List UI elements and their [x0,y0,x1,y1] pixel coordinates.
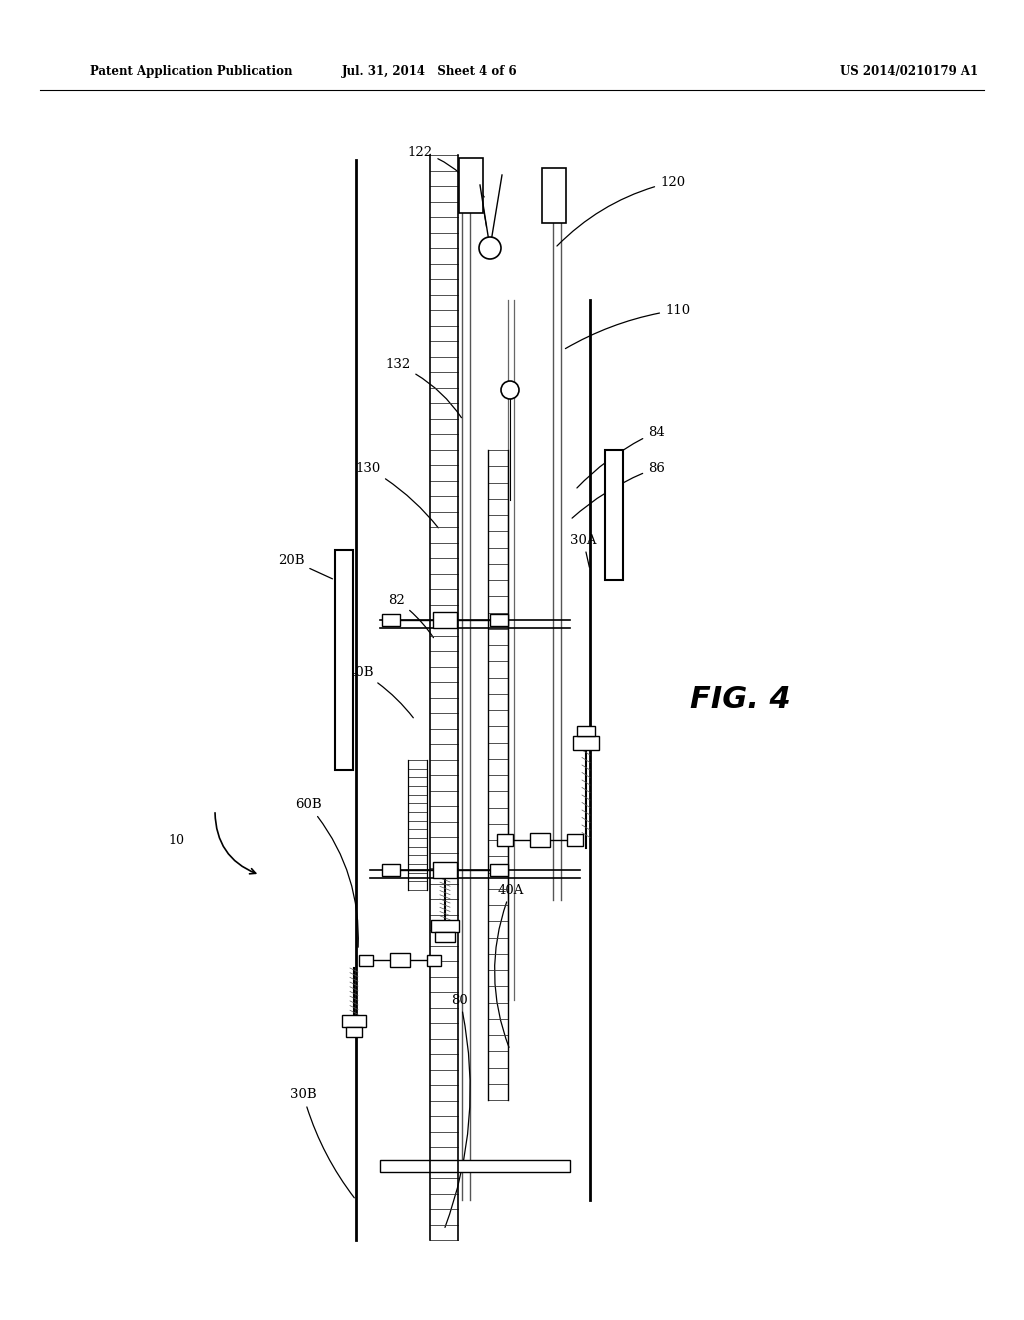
Bar [577,726,595,737]
Text: 40A: 40A [495,883,524,1047]
Bar [433,862,457,878]
Text: 132: 132 [385,359,462,417]
Bar [530,833,550,847]
Bar [490,614,508,626]
Text: 30B: 30B [290,1089,354,1197]
Bar [427,954,441,966]
Text: 130: 130 [355,462,438,528]
Text: 84: 84 [577,425,665,488]
Text: Patent Application Publication: Patent Application Publication [90,66,293,78]
Text: 80: 80 [445,994,470,1228]
Text: FIG. 4: FIG. 4 [689,685,791,714]
Bar [567,834,583,846]
Circle shape [479,238,501,259]
Text: 60B: 60B [295,799,358,948]
Bar [573,737,599,750]
Bar [380,1160,570,1172]
Text: 20B: 20B [278,553,333,579]
Bar [335,550,353,770]
Bar [431,920,459,932]
Bar [390,953,410,968]
Text: 82: 82 [388,594,433,638]
Text: 122: 122 [408,145,478,195]
Bar [542,168,566,223]
Text: US 2014/0210179 A1: US 2014/0210179 A1 [840,66,978,78]
Bar [605,450,623,579]
Circle shape [501,381,519,399]
Bar [497,834,513,846]
Bar [459,158,483,213]
Bar [342,1015,366,1027]
Bar [346,1027,362,1038]
Text: 120: 120 [557,176,685,246]
Text: 30A: 30A [570,533,597,568]
Bar [435,932,455,942]
Text: 10: 10 [168,833,184,846]
Text: 86: 86 [572,462,665,519]
Bar [382,865,400,876]
Bar [382,614,400,626]
Text: 40B: 40B [348,665,414,718]
Bar [359,954,373,966]
Bar [490,865,508,876]
Text: Jul. 31, 2014   Sheet 4 of 6: Jul. 31, 2014 Sheet 4 of 6 [342,66,518,78]
Bar [433,612,457,628]
Text: 110: 110 [565,304,690,348]
